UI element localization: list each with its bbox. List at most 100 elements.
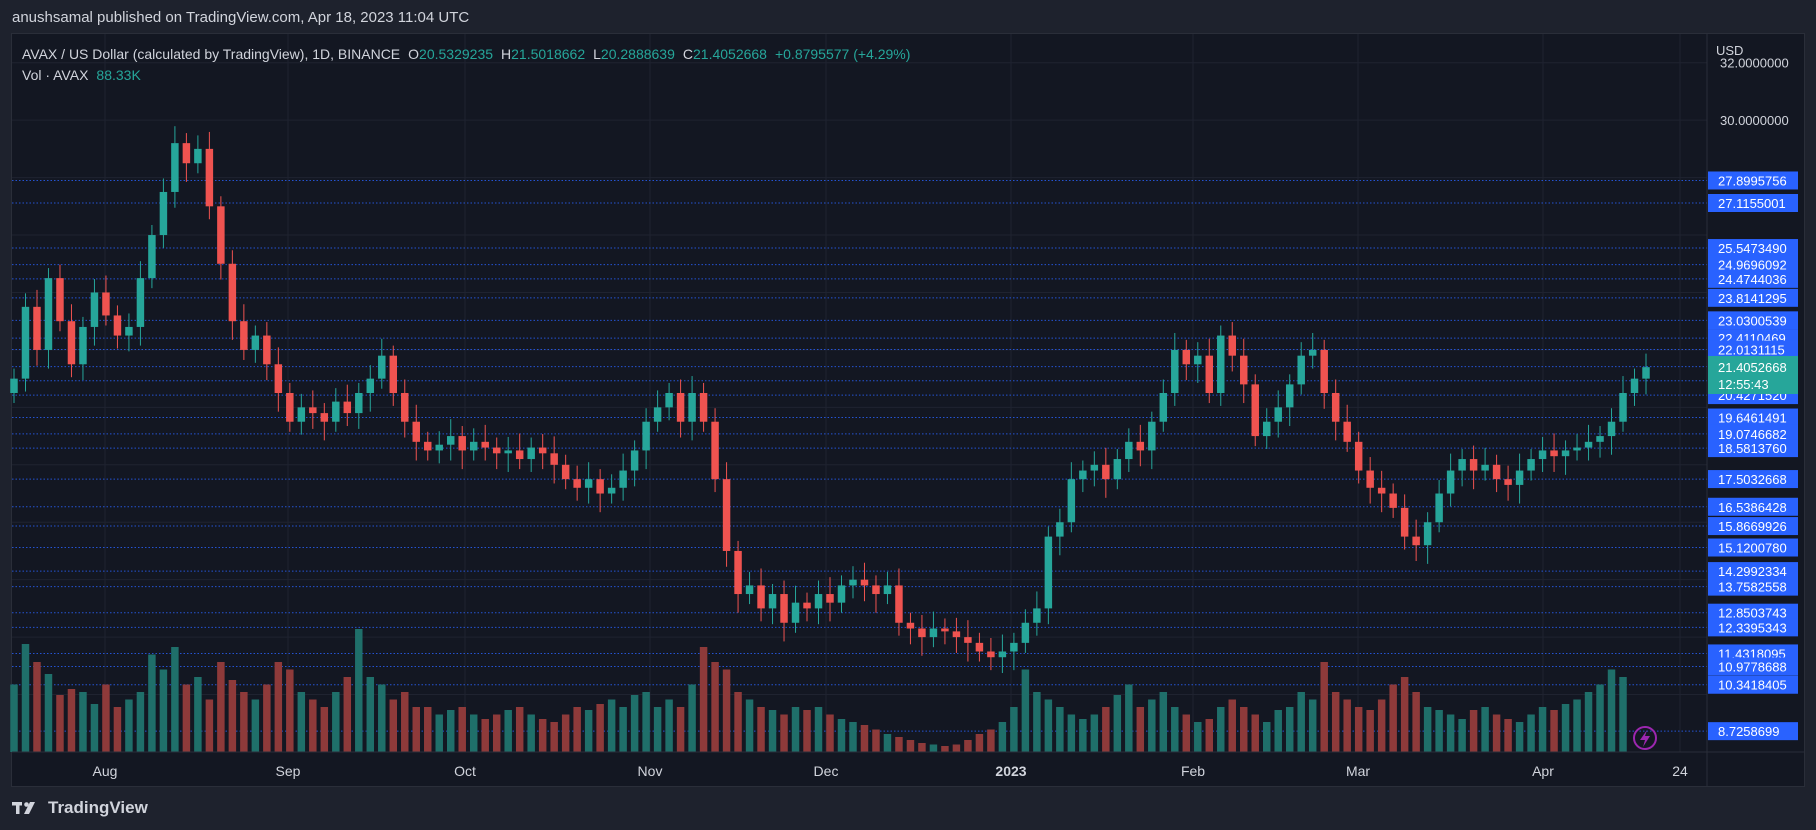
volume-bar	[1308, 699, 1317, 752]
volume-bar	[987, 729, 995, 752]
volume-bar	[90, 704, 99, 752]
time-label: 2023	[995, 763, 1026, 779]
volume-bar	[1297, 692, 1305, 752]
candle-body	[159, 191, 168, 236]
volume-bar	[929, 744, 938, 752]
candle-body	[217, 206, 225, 264]
volume-bar	[734, 692, 742, 752]
candle-body	[205, 148, 214, 207]
candle-body	[1492, 464, 1501, 480]
symbol-title[interactable]: AVAX / US Dollar (calculated by TradingV…	[22, 45, 401, 62]
volume-bar	[1481, 707, 1489, 752]
volume-bar	[1251, 714, 1259, 752]
candle-body	[1125, 441, 1133, 460]
candle-body	[1010, 642, 1018, 652]
volume-bar	[182, 684, 191, 752]
volume-bar	[849, 722, 857, 752]
level-label: 23.0300539	[1718, 313, 1787, 328]
candle-body	[481, 441, 489, 448]
candle-body	[343, 401, 352, 414]
volume-bar	[113, 707, 122, 752]
high-key: H	[501, 45, 512, 62]
level-label-bg	[1708, 408, 1798, 427]
candle-body	[1377, 487, 1386, 494]
volume-bar	[791, 707, 800, 752]
level-label-bg	[1708, 470, 1798, 489]
volume-bar	[1458, 719, 1466, 752]
volume-bar	[688, 684, 696, 752]
volume-label[interactable]: Vol · AVAX	[22, 66, 89, 83]
volume-bar	[1504, 719, 1512, 752]
candle-body	[918, 628, 926, 638]
volume-bar	[952, 744, 961, 752]
candle-body	[1400, 507, 1409, 537]
volume-bar	[1010, 707, 1018, 752]
volume-bar	[653, 707, 662, 752]
candle-body	[113, 315, 122, 336]
volume-bar	[573, 707, 581, 752]
candle-body	[355, 393, 363, 414]
candle-body	[1435, 493, 1443, 523]
candle-body	[1033, 608, 1041, 623]
volume-bar	[1182, 714, 1191, 752]
level-label-bg	[1708, 517, 1798, 536]
volume-bar	[1262, 722, 1271, 752]
level-label-bg	[1708, 439, 1798, 458]
volume-bar	[1274, 710, 1282, 752]
level-label: 16.5386428	[1718, 500, 1787, 515]
candle-body	[1584, 441, 1593, 448]
candle-body	[998, 651, 1007, 658]
candle-body	[182, 143, 191, 164]
currency-label[interactable]: USD	[1716, 43, 1744, 58]
level-label: 24.9696092	[1718, 258, 1787, 273]
volume-bar	[757, 707, 765, 752]
candle-body	[630, 450, 639, 471]
ohlc-legend: AVAX / US Dollar (calculated by TradingV…	[22, 43, 918, 85]
candle-body	[860, 579, 869, 586]
volume-bar	[297, 692, 306, 752]
volume-bar	[1469, 710, 1478, 752]
candle-body	[1481, 464, 1489, 471]
candle-body	[1343, 421, 1351, 442]
volume-value: 88.33K	[96, 66, 141, 83]
candle-body	[642, 421, 650, 451]
candle-body	[1630, 378, 1639, 393]
candle-body	[1217, 335, 1225, 393]
lightning-bolt	[1640, 730, 1650, 747]
volume-bar	[366, 677, 375, 752]
candle-body	[895, 585, 903, 623]
volume-bar	[918, 743, 926, 752]
candle-body	[964, 637, 972, 643]
volume-bar	[803, 710, 811, 752]
tradingview-footer[interactable]: TradingView	[12, 798, 148, 818]
time-label: Sep	[276, 763, 301, 779]
volume-bar	[941, 746, 949, 752]
candle-body	[1573, 447, 1581, 451]
level-label-bg	[1708, 562, 1798, 581]
candle-body	[79, 326, 87, 365]
volume-bar	[492, 714, 501, 752]
volume-bar	[309, 699, 317, 752]
volume-bar	[906, 740, 915, 752]
candle-body	[44, 278, 53, 350]
candle-body	[1182, 349, 1191, 365]
candle-body	[263, 335, 271, 365]
level-label: 22.0131115	[1718, 343, 1785, 358]
volume-bar	[194, 677, 202, 752]
low-value: 20.2888639	[600, 45, 675, 62]
candle-body	[711, 421, 719, 480]
volume-bar	[1573, 699, 1581, 752]
volume-bar	[780, 714, 788, 752]
lightning-icon[interactable]	[1633, 726, 1657, 750]
candle-body	[665, 393, 673, 408]
candle-body	[607, 487, 616, 494]
level-label-bg	[1708, 171, 1798, 190]
candle-body	[412, 421, 420, 442]
candle-body	[550, 453, 558, 465]
candle-body	[504, 450, 512, 454]
level-label-bg	[1708, 194, 1798, 213]
volume-bar	[1527, 714, 1535, 752]
candle-body	[849, 579, 857, 586]
level-label: 25.5473490	[1718, 241, 1787, 256]
